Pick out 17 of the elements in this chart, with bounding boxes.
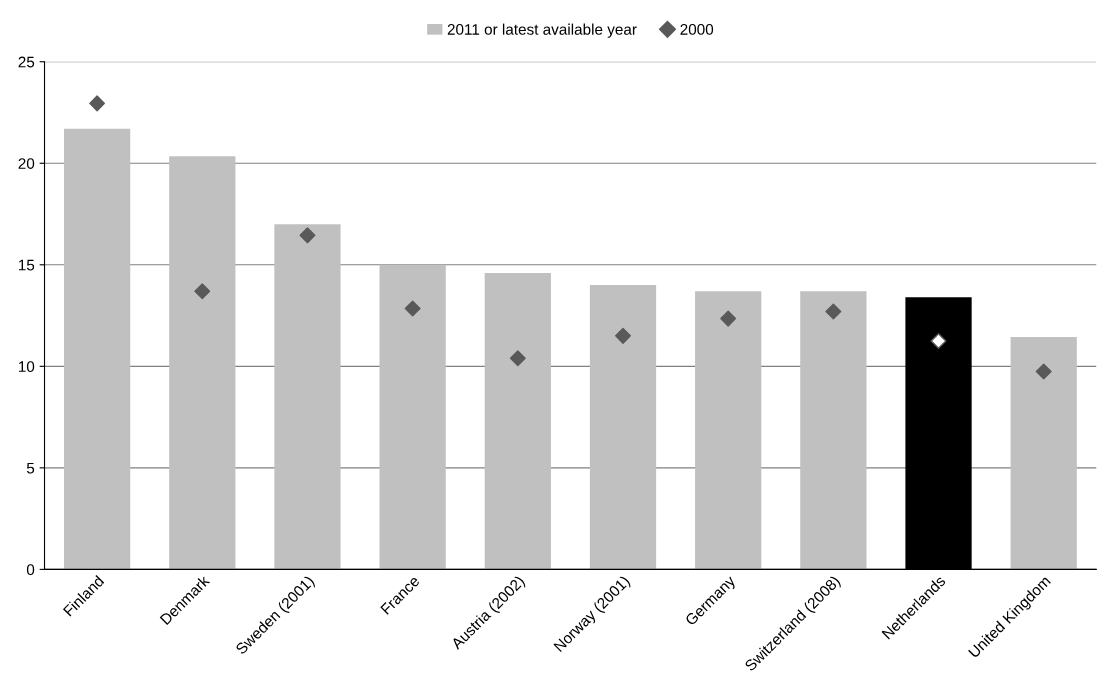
bar	[63, 128, 131, 570]
bar	[695, 291, 762, 570]
y-tick-label: 15	[18, 259, 35, 271]
bar	[484, 272, 551, 570]
y-tick-label: 0	[26, 564, 35, 576]
bar	[379, 264, 446, 570]
bar	[589, 285, 657, 570]
y-tick-label: 10	[18, 361, 35, 373]
y-tick-label: 25	[18, 56, 35, 68]
bar	[274, 224, 341, 570]
bar	[169, 156, 236, 570]
bar	[1010, 336, 1077, 570]
bar	[800, 291, 867, 570]
legend-label: 2011 or latest available year	[447, 23, 637, 38]
y-tick-label: 5	[26, 462, 35, 474]
legend-label: 2000	[680, 24, 714, 35]
y-tick-label: 20	[18, 158, 35, 169]
